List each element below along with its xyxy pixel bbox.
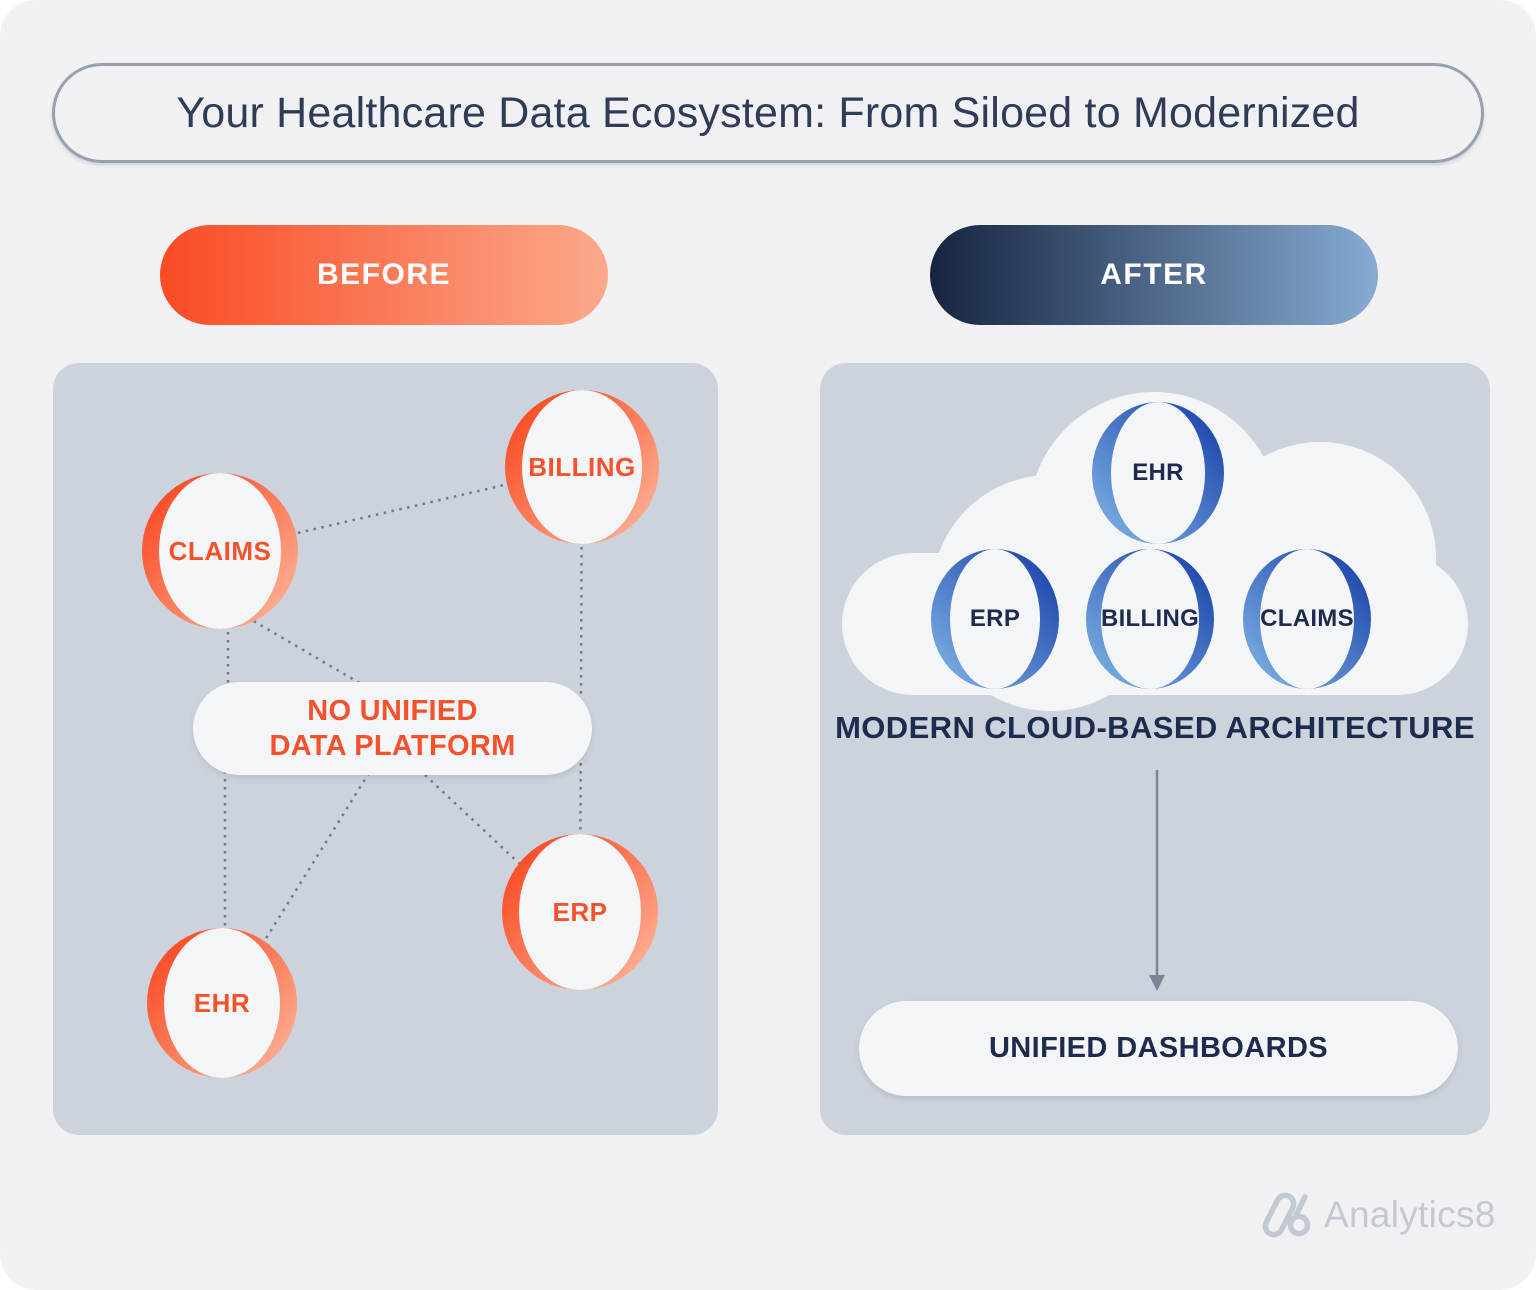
after-node-claims-label: CLAIMS (1260, 605, 1354, 632)
before-panel: NO UNIFIED DATA PLATFORM CLAIMS BILLING … (53, 363, 718, 1135)
after-node-erp-face: ERP (950, 549, 1040, 689)
before-node-claims-label: CLAIMS (168, 535, 272, 566)
after-badge-label: AFTER (1100, 258, 1208, 291)
before-badge-label: BEFORE (316, 258, 451, 291)
unified-dashboards-label: UNIFIED DASHBOARDS (988, 1032, 1329, 1064)
after-node-erp-label: ERP (969, 605, 1021, 632)
after-node-billing: BILLING (1086, 549, 1214, 689)
analytics8-logo-icon (1262, 1192, 1311, 1238)
after-node-claims: CLAIMS (1243, 549, 1371, 689)
after-node-claims-face: CLAIMS (1260, 549, 1354, 689)
after-node-billing-face: BILLING (1100, 549, 1200, 689)
after-node-erp: ERP (931, 549, 1059, 689)
before-node-billing: BILLING (505, 390, 659, 544)
after-node-ehr-label: EHR (1132, 459, 1184, 486)
no-unified-platform-pill: NO UNIFIED DATA PLATFORM (193, 682, 592, 775)
before-node-erp-face: ERP (519, 834, 641, 990)
after-node-ehr-face: EHR (1111, 402, 1205, 544)
before-node-claims-face: CLAIMS (159, 473, 281, 629)
after-node-billing-label: BILLING (1100, 605, 1200, 632)
no-unified-line1: NO UNIFIED (307, 695, 478, 728)
page-title: Your Healthcare Data Ecosystem: From Sil… (176, 88, 1360, 137)
down-arrow-icon (1149, 770, 1165, 991)
before-badge: BEFORE (160, 225, 608, 325)
after-badge: AFTER (930, 225, 1378, 325)
analytics8-logo-text: Analytics8 (1324, 1194, 1496, 1235)
analytics8-logo: Analytics8 (1262, 1186, 1496, 1244)
after-node-ehr: EHR (1092, 402, 1224, 544)
no-unified-line2: DATA PLATFORM (269, 729, 516, 762)
before-node-ehr: EHR (147, 928, 297, 1078)
after-panel: EHR ERP BILLING CLAIMS MODERN CLOUD-BASE… (820, 363, 1490, 1135)
before-node-billing-face: BILLING (522, 390, 642, 544)
architecture-caption: MODERN CLOUD-BASED ARCHITECTURE (835, 710, 1475, 745)
before-node-claims: CLAIMS (142, 473, 298, 629)
before-node-ehr-face: EHR (164, 928, 280, 1078)
before-node-billing-label: BILLING (528, 451, 636, 482)
before-node-erp-label: ERP (552, 896, 608, 927)
before-node-erp: ERP (502, 834, 658, 990)
before-node-ehr-label: EHR (193, 987, 251, 1018)
unified-dashboards-pill: UNIFIED DASHBOARDS (859, 1001, 1458, 1096)
title-box: Your Healthcare Data Ecosystem: From Sil… (52, 63, 1484, 163)
